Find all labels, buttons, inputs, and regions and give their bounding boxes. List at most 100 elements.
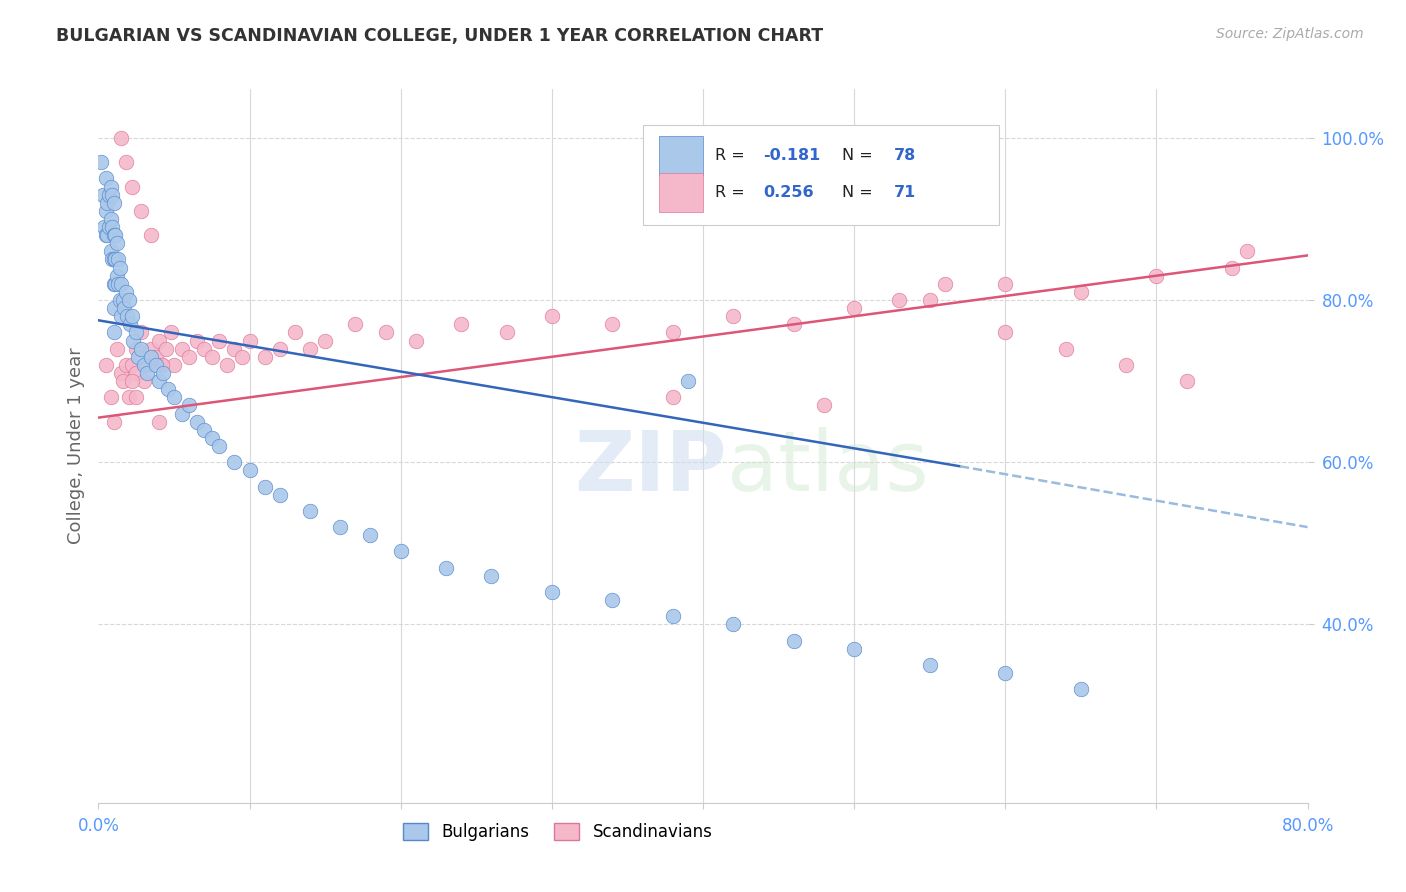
Point [179,399,201,413]
Point [148,334,170,348]
Point [253,350,276,364]
Point [481,568,503,582]
Text: Source: ZipAtlas.com: Source: ZipAtlas.com [1216,27,1364,41]
Point [121,358,143,372]
Point [299,504,322,518]
Text: BULGARIAN VS SCANDINAVIAN COLLEGE, UNDER 1 YEAR CORRELATION CHART: BULGARIAN VS SCANDINAVIAN COLLEGE, UNDER… [56,27,824,45]
FancyBboxPatch shape [659,173,703,212]
Point [104,228,127,243]
Point [374,326,396,340]
Point [103,228,125,243]
Point [314,334,336,348]
Point [540,585,562,599]
Point [125,366,148,380]
Text: ZIP: ZIP [575,427,727,508]
Point [193,423,215,437]
Point [661,609,683,624]
Point [813,399,835,413]
Point [105,342,128,356]
Point [115,310,138,324]
Point [108,260,131,275]
Point [676,374,699,388]
Point [994,666,1017,681]
Y-axis label: College, Under 1 year: College, Under 1 year [66,348,84,544]
Point [100,179,122,194]
Point [94,171,117,186]
Point [94,228,117,243]
Point [1175,374,1198,388]
FancyBboxPatch shape [643,125,1000,225]
Point [224,455,246,469]
Point [1144,268,1167,283]
Point [101,252,124,267]
Point [114,155,136,169]
Point [120,318,142,332]
Point [224,342,246,356]
Point [148,374,170,388]
Point [135,366,157,380]
Point [103,301,125,315]
Point [103,252,125,267]
Point [129,342,152,356]
Point [111,374,134,388]
Point [141,228,163,243]
Point [783,633,806,648]
Point [93,220,115,235]
Point [107,277,129,291]
Point [141,350,163,364]
Point [994,326,1017,340]
Text: 0.256: 0.256 [763,186,814,200]
Point [269,342,291,356]
Point [91,187,114,202]
Point [155,342,177,356]
Point [98,187,121,202]
Point [125,390,148,404]
Point [208,334,231,348]
Point [389,544,412,558]
Point [110,131,132,145]
Point [103,277,125,291]
Point [122,334,145,348]
Point [100,211,122,226]
Point [98,220,121,235]
Point [129,203,152,218]
Point [1054,342,1077,356]
Point [110,277,132,291]
Point [661,326,683,340]
Text: -0.181: -0.181 [763,148,821,163]
Point [107,252,129,267]
Point [148,415,170,429]
Point [127,350,149,364]
Point [111,293,134,307]
Point [344,318,367,332]
Point [450,318,472,332]
Point [540,310,562,324]
Point [239,334,262,348]
Point [239,463,262,477]
Point [602,593,624,607]
Text: N =: N = [842,148,877,163]
Point [104,252,127,267]
Text: R =: R = [716,186,749,200]
Point [269,488,291,502]
Point [96,228,118,243]
Point [1070,285,1092,299]
Point [156,382,179,396]
Legend: Bulgarians, Scandinavians: Bulgarians, Scandinavians [396,816,720,848]
Point [844,641,866,656]
Text: atlas: atlas [727,427,929,508]
Point [934,277,956,291]
Point [105,236,128,251]
Point [495,326,517,340]
Point [145,358,167,372]
Point [918,657,941,672]
Point [150,358,173,372]
Point [121,374,143,388]
Point [145,350,167,364]
Point [105,268,128,283]
Point [132,358,155,372]
Text: 78: 78 [894,148,917,163]
Text: N =: N = [842,186,877,200]
Point [118,390,141,404]
Point [101,187,124,202]
